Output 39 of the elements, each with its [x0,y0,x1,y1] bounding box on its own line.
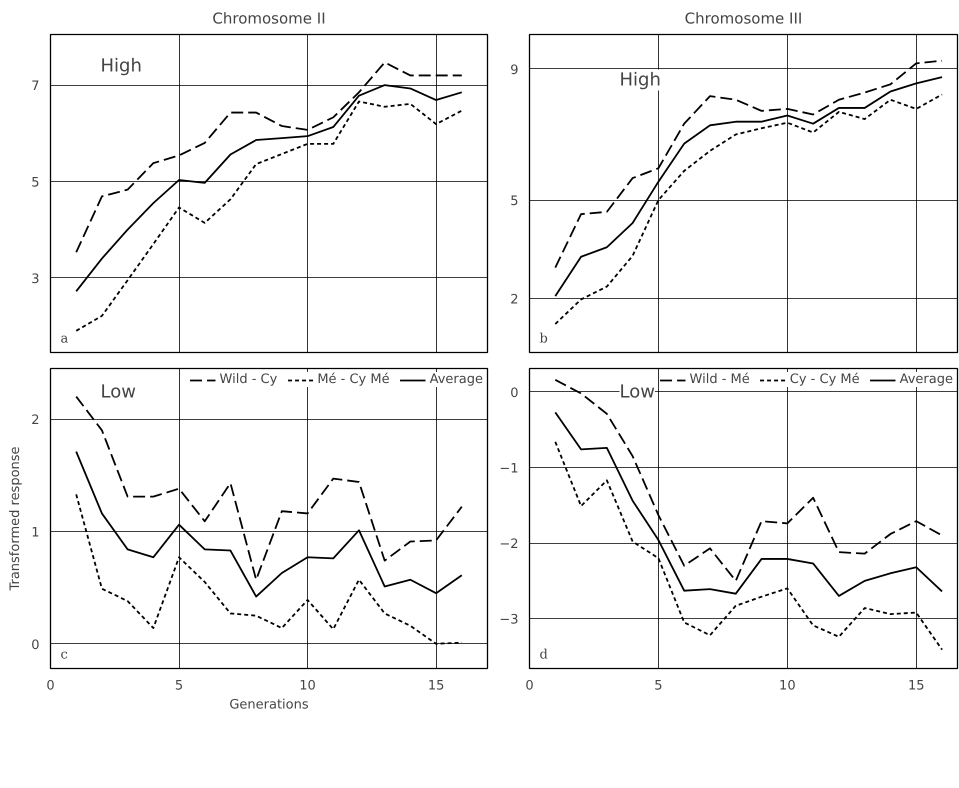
annotation: Low [100,382,136,402]
chart-title: Chromosome III [684,10,802,28]
y-tick-label: 3 [31,272,40,287]
annotation: a [60,332,68,346]
x-tick-label: 10 [779,678,796,694]
legend-label: Average [900,372,953,387]
annotation: Low [620,382,655,402]
legend-label: Average [430,372,483,387]
y-tick-label: 0 [31,638,40,653]
annotation: b [540,332,548,346]
y-tick-label: 5 [510,194,519,210]
y-axis-title: Transformed response [8,446,24,592]
y-tick-label: 5 [31,175,40,190]
y-tick-label: 0 [510,386,519,401]
x-tick-label: 10 [299,678,316,694]
legend-label: Wild - Cy [220,372,278,387]
x-tick-label: 15 [428,678,444,694]
legend-label: Wild - Mé [690,372,750,387]
x-axis-title: Generations [229,698,309,712]
x-tick-label: 5 [654,678,663,694]
y-tick-label: 9 [510,62,519,78]
y-tick-label: −1 [499,461,519,476]
legend-label: Cy - Cy Mé [790,372,860,387]
y-tick-label: 7 [31,79,40,94]
annotation: c [60,648,68,662]
y-tick-label: 2 [510,292,519,308]
x-tick-label: 15 [908,678,925,694]
y-tick-label: −2 [499,537,519,552]
annotation: d [540,648,548,662]
annotation: High [620,70,661,90]
chart-title: Chromosome II [212,10,326,28]
y-tick-label: 2 [31,413,40,428]
y-tick-label: −3 [499,612,519,628]
annotation: High [100,56,142,76]
x-tick-label: 0 [46,678,55,694]
legend-label: Mé - Cy Mé [317,372,390,387]
y-tick-label: 1 [31,525,40,540]
x-tick-label: 0 [525,678,534,694]
x-tick-label: 5 [174,678,184,694]
